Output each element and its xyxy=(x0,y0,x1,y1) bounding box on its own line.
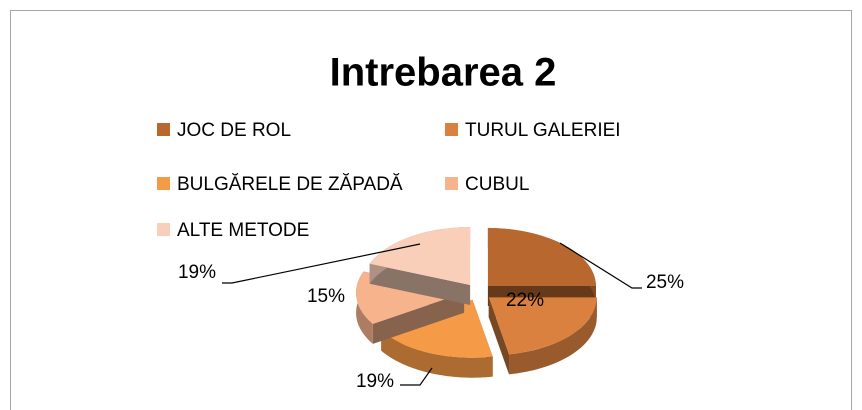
legend-label: BULGĂRELE DE ZĂPADĂ xyxy=(177,174,403,195)
data-label: 25% xyxy=(646,272,684,293)
slice-top xyxy=(487,228,596,287)
leader-line xyxy=(400,367,433,386)
slice-top xyxy=(381,299,493,358)
slice-top xyxy=(369,227,471,286)
slice-rim xyxy=(509,297,597,375)
slice-rim xyxy=(381,330,493,378)
data-label: 19% xyxy=(356,371,394,392)
chart-title: Intrebarea 2 xyxy=(330,51,557,95)
legend-label: ALTE METODE xyxy=(177,220,309,241)
leader-line xyxy=(222,243,421,284)
data-label: 22% xyxy=(506,290,544,311)
slice-wall xyxy=(488,297,510,375)
legend-label: JOC DE ROL xyxy=(177,120,291,141)
slice-top xyxy=(488,297,597,355)
legend-swatch xyxy=(157,177,170,190)
legend-label: TURUL GALERIEI xyxy=(465,120,621,141)
legend-swatch xyxy=(445,123,458,136)
slice-wall xyxy=(369,263,471,306)
legend-swatch xyxy=(157,123,170,136)
data-label: 15% xyxy=(307,286,345,307)
data-label: 19% xyxy=(178,262,216,283)
pie-slice xyxy=(369,227,471,306)
legend-label: CUBUL xyxy=(465,174,529,195)
legend-swatch xyxy=(445,177,458,190)
legend-swatch xyxy=(157,223,170,236)
pie-slice xyxy=(488,297,597,375)
leader-line xyxy=(559,242,642,289)
